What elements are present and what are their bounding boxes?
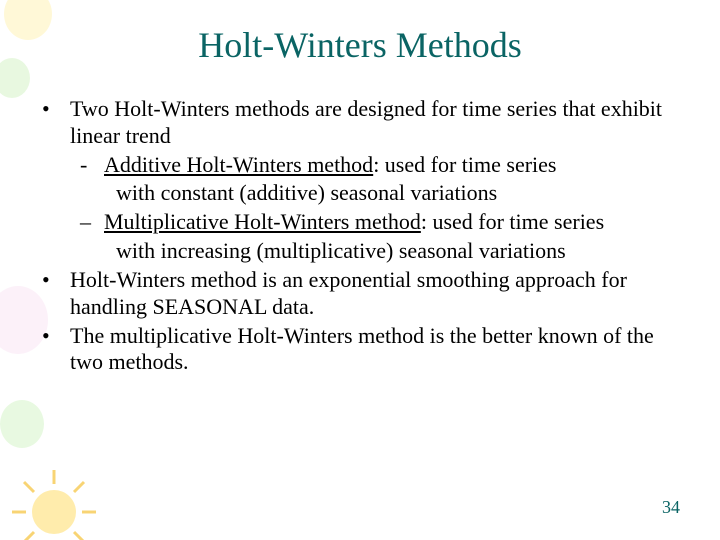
bullet-continuation: with constant (additive) seasonal variat… bbox=[116, 180, 680, 207]
slide-title: Holt-Winters Methods bbox=[0, 24, 720, 66]
bullet-text-rest: : used for time series bbox=[421, 209, 604, 234]
bullet-marker: • bbox=[40, 267, 70, 321]
bullet-text: The multiplicative Holt-Winters method i… bbox=[70, 323, 680, 377]
bullet-text: Additive Holt-Winters method: used for t… bbox=[104, 152, 680, 179]
bullet-level2: – Multiplicative Holt-Winters method: us… bbox=[80, 209, 680, 236]
bullet-text: Holt-Winters method is an exponential sm… bbox=[70, 267, 680, 321]
bullet-text: Multiplicative Holt-Winters method: used… bbox=[104, 209, 680, 236]
bullet-continuation: with increasing (multiplicative) seasona… bbox=[116, 238, 680, 265]
bullet-level2: - Additive Holt-Winters method: used for… bbox=[80, 152, 680, 179]
bullet-marker: – bbox=[80, 209, 104, 236]
bullet-text-rest: : used for time series bbox=[373, 152, 556, 177]
slide-body: • Two Holt-Winters methods are designed … bbox=[40, 96, 680, 378]
bullet-level1: • Holt-Winters method is an exponential … bbox=[40, 267, 680, 321]
slide: Holt-Winters Methods • Two Holt-Winters … bbox=[0, 0, 720, 540]
underlined-term: Multiplicative Holt-Winters method bbox=[104, 209, 421, 234]
page-number: 34 bbox=[662, 497, 680, 518]
bullet-marker: • bbox=[40, 323, 70, 377]
bullet-level1: • The multiplicative Holt-Winters method… bbox=[40, 323, 680, 377]
bullet-text: Two Holt-Winters methods are designed fo… bbox=[70, 96, 680, 150]
bullet-marker: • bbox=[40, 96, 70, 150]
bullet-level1: • Two Holt-Winters methods are designed … bbox=[40, 96, 680, 150]
underlined-term: Additive Holt-Winters method bbox=[104, 152, 373, 177]
bullet-marker: - bbox=[80, 152, 104, 179]
